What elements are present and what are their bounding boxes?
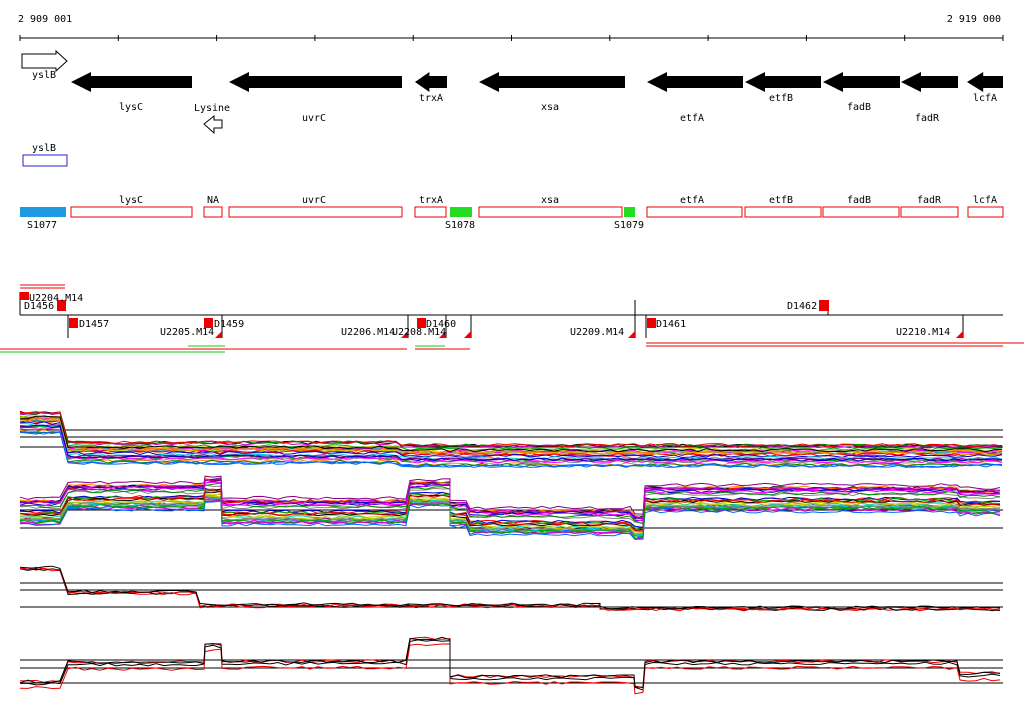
profile-line bbox=[19, 495, 1001, 537]
gene-label: yslB bbox=[32, 70, 56, 81]
profile-line bbox=[19, 478, 1001, 520]
profile-line bbox=[19, 478, 1001, 520]
scale-ticks bbox=[19, 35, 1004, 41]
operon-box bbox=[967, 206, 1004, 218]
site-label: S1078 bbox=[445, 220, 475, 231]
gene-label: trxA bbox=[419, 93, 443, 104]
profile-line bbox=[19, 475, 1001, 515]
segment-label: D1462 bbox=[787, 301, 817, 312]
scale-start: 2 909 001 bbox=[18, 14, 72, 25]
operon-label: NA bbox=[207, 195, 219, 206]
gene-arrow bbox=[203, 114, 223, 135]
operon-label: etfA bbox=[680, 195, 704, 206]
gene-arrow bbox=[647, 72, 743, 92]
profile-line bbox=[19, 636, 1001, 689]
operon-box bbox=[228, 206, 403, 218]
gene-label: etfA bbox=[680, 113, 704, 124]
profile-line bbox=[19, 423, 1003, 460]
segment-label: D1457 bbox=[79, 319, 109, 330]
segment-label: U2210.M14 bbox=[896, 327, 950, 338]
operon-box bbox=[414, 206, 447, 218]
operon-label: fadB bbox=[847, 195, 871, 206]
profile-line bbox=[19, 490, 1001, 532]
gene-label: uvrC bbox=[302, 113, 326, 124]
segment-label: D1460 bbox=[426, 319, 456, 330]
gene-label: etfB bbox=[769, 93, 793, 104]
operon-box bbox=[900, 206, 959, 218]
profile-line bbox=[19, 424, 1003, 462]
operon-label: xsa bbox=[541, 195, 559, 206]
segment-label: D1461 bbox=[656, 319, 686, 330]
profile-line bbox=[19, 643, 1001, 695]
gene-label: fadB bbox=[847, 102, 871, 113]
profile-line bbox=[19, 415, 1003, 453]
operon-label: fadR bbox=[917, 195, 942, 206]
segment-label: U2206.M14 bbox=[341, 327, 395, 338]
profile-line bbox=[19, 431, 1003, 468]
gene-label: lysC bbox=[119, 102, 143, 113]
gene-label: fadR bbox=[915, 113, 940, 124]
profile-line bbox=[19, 565, 1001, 610]
operon-label: lcfA bbox=[973, 195, 997, 206]
profile-line bbox=[19, 426, 1003, 464]
gene-arrow bbox=[479, 72, 625, 92]
operon-label: trxA bbox=[419, 195, 443, 206]
gene-arrow bbox=[823, 72, 900, 92]
profile-line bbox=[19, 498, 1001, 540]
operon-track: lysC NA uvrC trxA xsa etfA etfB fadB fad… bbox=[20, 195, 1004, 231]
operon-box bbox=[646, 206, 743, 218]
segment-label: D1456 bbox=[24, 301, 54, 312]
segment-label: U2205.M14 bbox=[160, 327, 214, 338]
segment-label: D1459 bbox=[214, 319, 244, 330]
gene-label: Lysine bbox=[194, 103, 230, 114]
profile-line bbox=[19, 493, 1001, 535]
segment-label: U2208.M14 bbox=[392, 327, 446, 338]
site-box bbox=[450, 207, 472, 217]
segment-track: U2204.M14 D1456 D1457 U2205.M14 D1459 D1… bbox=[0, 284, 1024, 353]
profile-line bbox=[19, 480, 1001, 522]
ncrna-box bbox=[22, 154, 68, 167]
gene-track: yslB lysC Lysine uvrC trxA xsa etfA etfB… bbox=[21, 49, 1003, 135]
profile-line bbox=[19, 421, 1003, 459]
operon-box bbox=[822, 206, 900, 218]
gene-arrow bbox=[229, 72, 402, 92]
profile-line bbox=[19, 487, 1001, 528]
gene-arrow bbox=[745, 72, 821, 92]
profile-line bbox=[19, 636, 1001, 688]
site-box bbox=[624, 207, 635, 217]
expression-profiles bbox=[19, 411, 1003, 695]
gene-label: xsa bbox=[541, 102, 559, 113]
site-box bbox=[20, 207, 66, 217]
profile-line bbox=[19, 500, 1001, 540]
operon-box bbox=[478, 206, 623, 218]
segment-label: U2204.M14 bbox=[29, 293, 83, 304]
operon-box bbox=[744, 206, 822, 218]
site-label: S1079 bbox=[614, 220, 644, 231]
profile-line bbox=[19, 411, 1003, 448]
gene-arrow bbox=[901, 72, 958, 92]
profile-line bbox=[19, 566, 1001, 611]
operon-label: lysC bbox=[119, 195, 143, 206]
gene-arrow bbox=[415, 72, 447, 92]
profile-line bbox=[19, 411, 1003, 449]
ncrna-label: yslB bbox=[32, 143, 56, 154]
operon-label: uvrC bbox=[302, 195, 326, 206]
scale-end: 2 919 000 bbox=[947, 14, 1001, 25]
gene-arrow bbox=[71, 72, 192, 92]
profile-line bbox=[19, 500, 1001, 540]
segment-label: U2209.M14 bbox=[570, 327, 624, 338]
operon-label: etfB bbox=[769, 195, 793, 206]
site-label: S1077 bbox=[27, 220, 57, 231]
gene-arrow bbox=[967, 72, 1003, 92]
profile-line bbox=[19, 482, 1001, 525]
gene-arrow bbox=[21, 49, 68, 73]
operon-box bbox=[70, 206, 193, 218]
operon-box bbox=[203, 206, 223, 218]
gene-label: lcfA bbox=[973, 93, 997, 104]
profile-line bbox=[19, 418, 1003, 455]
